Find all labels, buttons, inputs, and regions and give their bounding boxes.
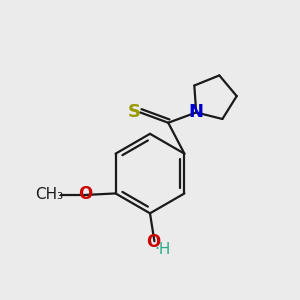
Text: O: O xyxy=(146,233,160,251)
Text: O: O xyxy=(78,185,93,203)
Text: N: N xyxy=(189,103,204,121)
Text: S: S xyxy=(127,103,140,122)
Text: CH₃: CH₃ xyxy=(35,187,63,202)
Text: ·H: ·H xyxy=(154,242,171,257)
